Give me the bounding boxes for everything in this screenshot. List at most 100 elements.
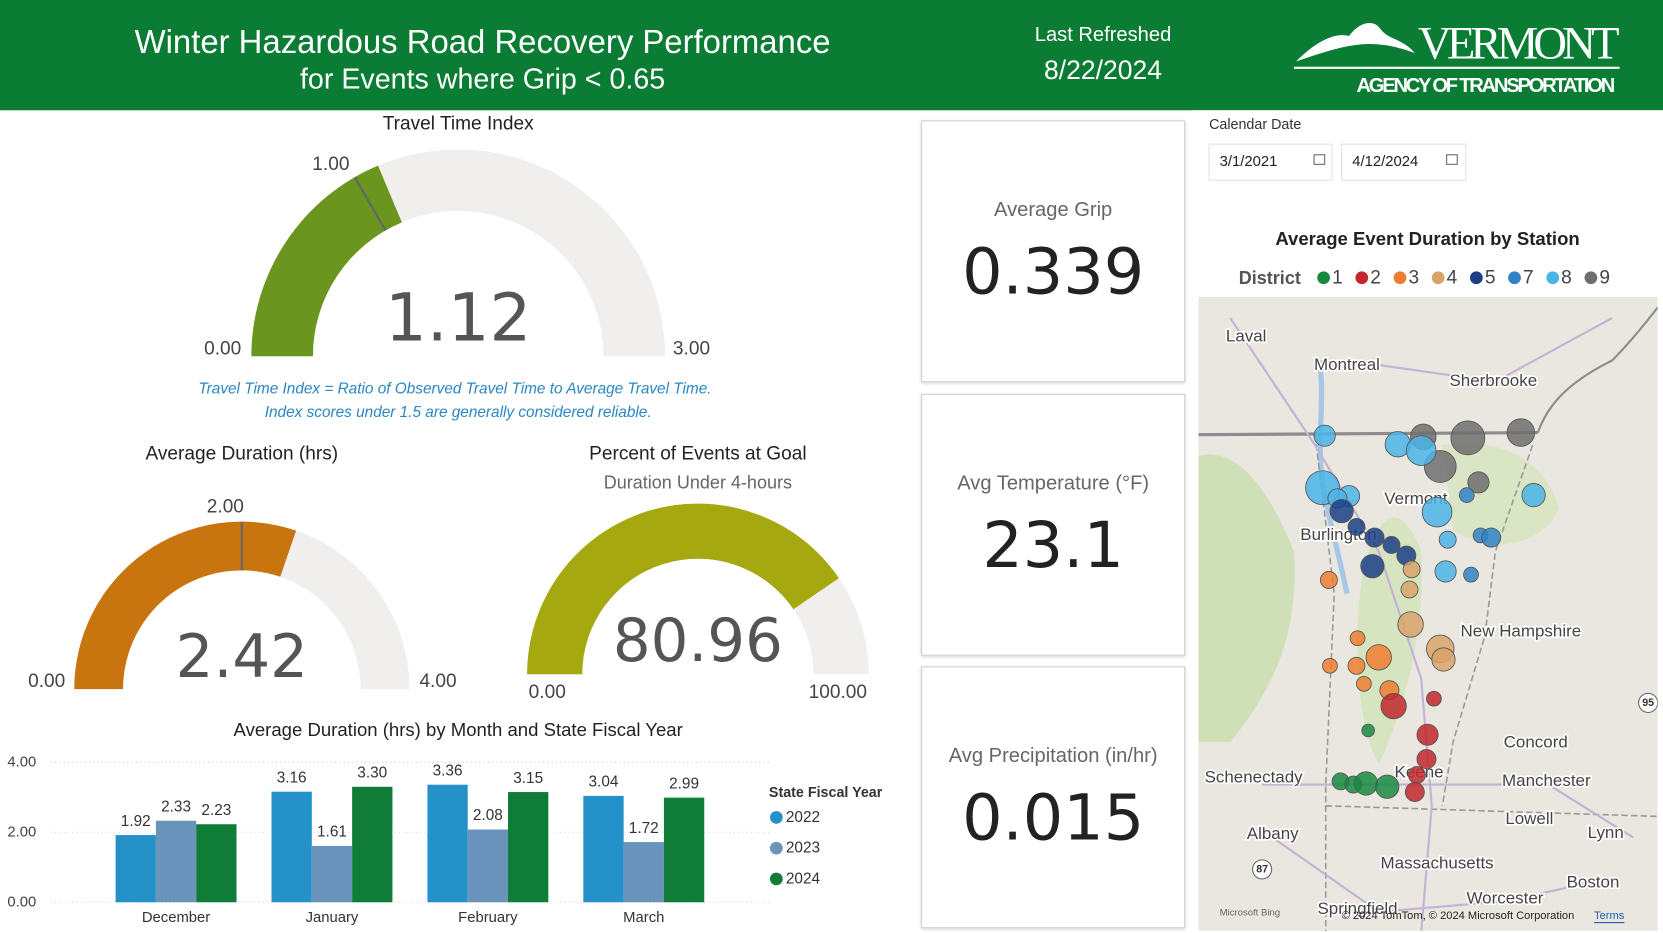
date-text: 3/1/2021 [1220,154,1278,170]
station-bubble [1349,630,1366,647]
station-bubble [1426,690,1442,707]
legend-swatch [1393,271,1407,285]
bar [663,797,705,903]
logo-title: VERMONT [1418,17,1620,69]
place-label: Schenectady [1205,768,1304,787]
gauge-max: 4.00 [419,671,456,692]
gauge-max: 100.00 [809,682,867,703]
bar [583,795,624,903]
station-bubble [1329,498,1354,524]
station-bubble [1320,571,1338,589]
station-bubble [1380,692,1407,720]
station-bubble [1450,420,1486,456]
legend-swatch [769,872,783,886]
legend-label: 8 [1561,267,1572,288]
refreshed-label: Last Refreshed [1035,24,1172,46]
card: Avg Precipitation (in/hr) 0.015 [921,666,1186,929]
x-tick-label: February [458,910,518,926]
station-bubble [1421,496,1453,528]
bar-label: 1.72 [629,820,659,837]
place-label: New Hampshire [1461,621,1582,640]
legend-label: 1 [1332,267,1343,288]
bar-label: 3.04 [589,774,619,791]
legend-label: 2024 [786,870,821,887]
station-bubble [1416,749,1437,770]
station-bubble [1405,435,1437,466]
map-provider: Microsoft Bing [1220,907,1280,918]
legend-swatch [1317,271,1330,285]
card-title: Average Grip [994,199,1112,221]
card-value: 0.339 [962,235,1144,309]
filter-label: Calendar Date [1209,117,1301,133]
bar [196,824,237,903]
title: Winter Hazardous Road Recovery Performan… [135,23,831,60]
map-attribution: © 2024 TomTom, © 2024 Microsoft Corporat… [1342,910,1575,922]
station-bubble [1375,774,1400,799]
legend-swatch [1431,271,1445,285]
place-label: Sherbrooke [1449,371,1537,390]
card: Avg Temperature (°F) 23.1 [921,393,1186,656]
legend-label: 2 [1370,267,1381,288]
bar-label: 3.15 [513,770,543,787]
date-start[interactable]: 3/1/2021 [1208,143,1333,181]
station-bubble [1404,782,1425,802]
refreshed-date: 8/22/2024 [1044,55,1162,85]
shield-label: 95 [1642,697,1654,709]
station-bubble [1382,536,1401,554]
road-shield [1252,859,1273,880]
legend-label: 9 [1599,267,1610,288]
legend-label: 3 [1408,267,1419,288]
bar [427,784,468,903]
bar-label: 2.08 [473,807,503,824]
gauge-fill [527,503,839,675]
bar [467,829,509,903]
legend-swatch [1469,271,1483,285]
legend-label: 5 [1485,267,1496,288]
bar-label: 2.23 [201,802,231,819]
y-tick-label: 0.00 [7,894,36,910]
map-terms[interactable]: Terms [1594,910,1625,922]
place-label: Laval [1226,327,1267,346]
legend-title: District [1239,268,1301,288]
place-label: Massachusetts [1381,854,1494,873]
card-title: Avg Temperature (°F) [957,472,1149,494]
gauge-title: Percent of Events at Goal [589,443,806,464]
shield-label: 87 [1256,863,1268,875]
border [1198,430,1538,437]
card: Average Grip 0.339 [921,120,1186,383]
forest [1357,517,1422,764]
bar [508,792,549,903]
gauge-title: Average Duration (hrs) [145,443,338,464]
date-text: 4/12/2024 [1352,154,1418,170]
station-bubble [1400,580,1419,599]
place-label: Lynn [1588,823,1624,842]
date-box[interactable] [1341,143,1467,181]
date-end[interactable]: 4/12/2024 [1341,143,1467,181]
date-box[interactable] [1208,143,1333,181]
station-bubble [1397,611,1424,638]
place-label: Manchester [1502,771,1591,790]
bar [352,786,393,903]
legend-swatch [1355,271,1369,285]
legend-label: 7 [1523,267,1534,288]
gauge-min: 0.00 [204,338,241,359]
card-frame [921,393,1186,656]
road-shield [1638,692,1658,713]
gauge-min: 0.00 [529,682,566,703]
place-label: Albany [1247,824,1299,843]
station-bubble [1364,527,1385,548]
legend-label: 2022 [786,809,820,826]
station-bubble [1438,530,1457,549]
legend-swatch [769,811,783,824]
place-label: Lowell [1505,809,1553,828]
y-tick-label: 2.00 [7,824,36,840]
gauge-title: Travel Time Index [383,114,534,135]
gauge-value: 2.42 [176,623,308,692]
card-frame [921,120,1186,383]
map-title: Average Event Duration by Station [1275,228,1579,249]
calendar-icon [1313,154,1326,165]
header-bar [0,0,1663,111]
bar-label: 1.92 [121,813,151,830]
bar-label: 2.33 [161,798,191,815]
